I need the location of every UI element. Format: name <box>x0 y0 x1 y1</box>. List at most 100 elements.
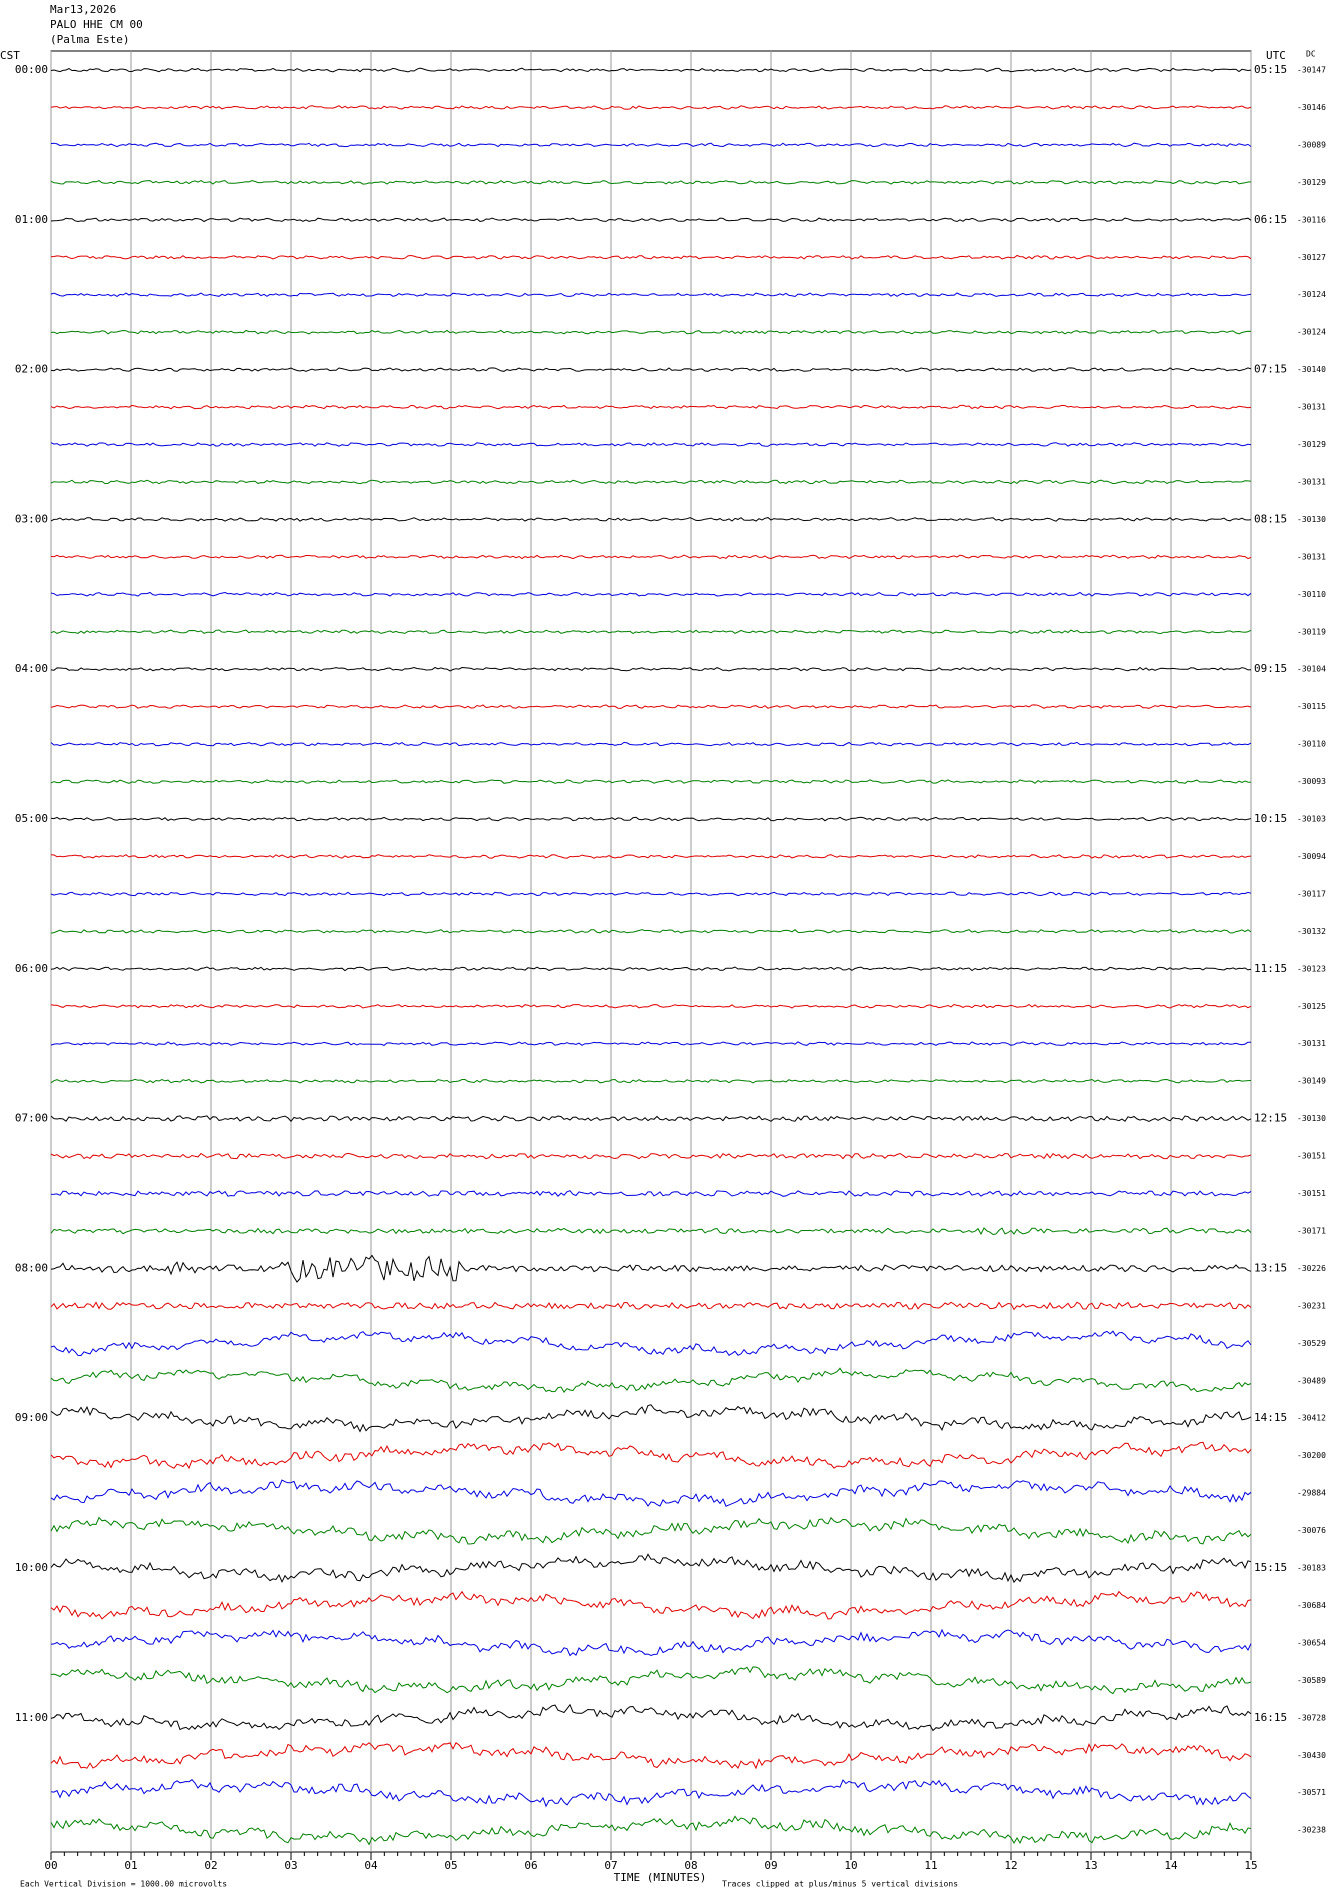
x-tick-label: 12 <box>1004 1859 1017 1872</box>
utc-label: 13:15 <box>1254 1261 1287 1274</box>
trace <box>50 517 1252 522</box>
dc-label: -30104 <box>1297 665 1326 674</box>
dc-label: -30123 <box>1297 964 1326 973</box>
x-tick-label: 07 <box>604 1859 617 1872</box>
trace <box>50 891 1252 897</box>
dc-title: DC <box>1306 50 1316 59</box>
trace <box>50 779 1252 784</box>
x-tick-label: 02 <box>204 1859 217 1872</box>
dc-label: -30089 <box>1297 140 1326 149</box>
clip-note: Traces clipped at plus/minus 5 vertical … <box>722 1880 958 1889</box>
utc-label: 12:15 <box>1254 1112 1287 1125</box>
trace <box>50 966 1252 972</box>
trace <box>50 1227 1252 1236</box>
trace <box>50 1516 1252 1545</box>
dc-label: -30094 <box>1297 852 1326 861</box>
x-tick-label: 00 <box>44 1859 57 1872</box>
trace <box>50 404 1252 410</box>
trace <box>50 554 1252 560</box>
utc-label: 05:15 <box>1254 63 1287 76</box>
dc-label: -30076 <box>1297 1526 1326 1535</box>
dc-label: -30183 <box>1297 1564 1326 1573</box>
dc-label: -30147 <box>1297 66 1326 75</box>
trace <box>50 105 1252 110</box>
dc-label: -30131 <box>1297 552 1326 561</box>
dc-label: -29884 <box>1297 1489 1326 1498</box>
cst-label: 00:00 <box>15 63 48 76</box>
x-tick-label: 09 <box>764 1859 777 1872</box>
cst-label: 01:00 <box>15 213 48 226</box>
trace <box>50 217 1252 223</box>
trace <box>50 1553 1252 1584</box>
dc-label: -30130 <box>1297 1114 1326 1123</box>
dc-label: -30151 <box>1297 1189 1326 1198</box>
trace <box>50 1003 1252 1009</box>
trace <box>50 704 1252 709</box>
dc-label: -30125 <box>1297 1002 1326 1011</box>
utc-title: UTC <box>1266 49 1286 62</box>
trace <box>50 1078 1252 1084</box>
x-axis-title: TIME (MINUTES) <box>614 1871 707 1884</box>
dc-label: -30149 <box>1297 1077 1326 1086</box>
cst-label: 11:00 <box>15 1711 48 1724</box>
trace <box>50 854 1252 859</box>
dc-label: -30489 <box>1297 1376 1326 1385</box>
trace <box>50 1404 1252 1433</box>
cst-label: 04:00 <box>15 662 48 675</box>
dc-label: -30103 <box>1297 815 1326 824</box>
dc-label: -30130 <box>1297 515 1326 524</box>
dc-label: -30140 <box>1297 365 1326 374</box>
cst-label: 03:00 <box>15 512 48 525</box>
station: (Palma Este) <box>50 33 129 46</box>
dc-label: -30412 <box>1297 1414 1326 1423</box>
dc-label: -30124 <box>1297 328 1326 337</box>
dc-label: -30093 <box>1297 777 1326 786</box>
dc-label: -30238 <box>1297 1826 1326 1835</box>
trace <box>50 367 1252 372</box>
utc-label: 09:15 <box>1254 662 1287 675</box>
dc-label: -30124 <box>1297 290 1326 299</box>
x-tick-label: 13 <box>1084 1859 1097 1872</box>
trace <box>50 1815 1252 1846</box>
utc-label: 07:15 <box>1254 363 1287 376</box>
trace <box>50 442 1252 447</box>
cst-title: CST <box>0 49 20 62</box>
utc-label: 16:15 <box>1254 1711 1287 1724</box>
dc-label: -30231 <box>1297 1301 1326 1310</box>
channel: PALO HHE CM 00 <box>50 18 143 31</box>
x-tick-label: 03 <box>284 1859 297 1872</box>
dc-label: -30200 <box>1297 1451 1326 1460</box>
trace <box>50 1628 1252 1657</box>
scale-note: Each Vertical Division = 1000.00 microvo… <box>20 1880 227 1889</box>
x-tick-label: 08 <box>684 1859 697 1872</box>
trace <box>50 180 1252 185</box>
trace <box>50 1367 1252 1393</box>
dc-label: -30119 <box>1297 627 1326 636</box>
utc-label: 06:15 <box>1254 213 1287 226</box>
utc-label: 11:15 <box>1254 962 1287 975</box>
x-tick-label: 06 <box>524 1859 537 1872</box>
cst-label: 02:00 <box>15 363 48 376</box>
dc-label: -30129 <box>1297 440 1326 449</box>
dc-label: -30654 <box>1297 1638 1326 1647</box>
dc-label: -30146 <box>1297 103 1326 112</box>
trace <box>50 816 1252 822</box>
x-tick-label: 15 <box>1244 1859 1257 1872</box>
plot-frame <box>50 50 1252 1853</box>
dc-label: -30117 <box>1297 889 1326 898</box>
trace <box>50 629 1252 635</box>
dc-label: -30110 <box>1297 590 1326 599</box>
dc-label: -30151 <box>1297 1152 1326 1161</box>
utc-label: 14:15 <box>1254 1411 1287 1424</box>
trace <box>50 1703 1252 1732</box>
dc-label: -30684 <box>1297 1601 1326 1610</box>
trace <box>50 1115 1252 1123</box>
trace <box>50 1479 1252 1507</box>
dc-label: -30226 <box>1297 1264 1326 1273</box>
trace <box>50 1254 1252 1283</box>
dc-label: -30110 <box>1297 740 1326 749</box>
cst-label: 05:00 <box>15 812 48 825</box>
cst-label: 08:00 <box>15 1261 48 1274</box>
cst-label: 06:00 <box>15 962 48 975</box>
trace <box>50 1330 1252 1357</box>
